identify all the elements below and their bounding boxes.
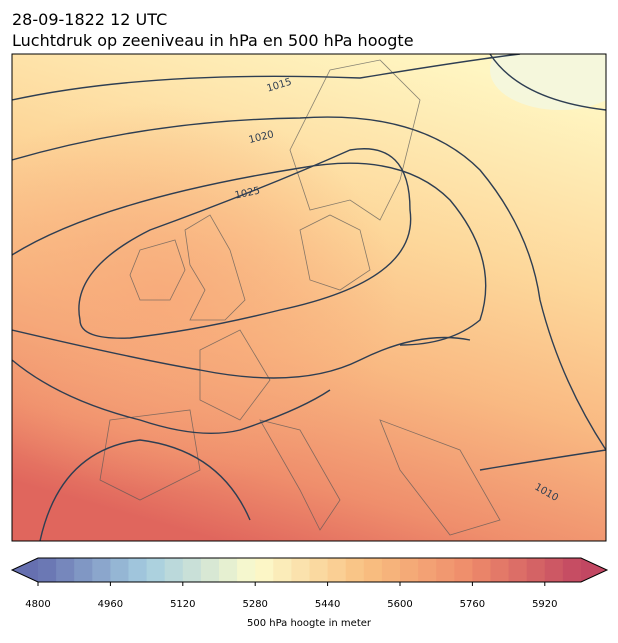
- colorbar-segment: [38, 558, 57, 582]
- colorbar-segment: [472, 558, 491, 582]
- colorbar-segment: [562, 558, 582, 582]
- colorbar-segment: [291, 558, 310, 582]
- colorbar-tick-label: 5440: [315, 599, 340, 610]
- isobar-label: 1025: [234, 186, 261, 202]
- colorbar-tick-label: 4960: [98, 599, 123, 610]
- colorbar-segment: [418, 558, 437, 582]
- colorbar-tick-label: 4800: [25, 599, 50, 610]
- colorbar-segment: [164, 558, 184, 582]
- date: 28-09-1822 12 UTC: [12, 10, 167, 29]
- colorbar-segment: [327, 558, 347, 582]
- colorbar-segment: [110, 558, 129, 582]
- colorbar-segment: [381, 558, 401, 582]
- colorbar-extend-low: [12, 558, 38, 582]
- colorbar-tick-label: 5120: [170, 599, 195, 610]
- colorbar-tick-label: 5600: [387, 599, 412, 610]
- colorbar-segment: [56, 558, 75, 582]
- colorbar-label: 500 hPa hoogte in meter: [247, 618, 372, 629]
- colorbar-segment: [200, 558, 220, 582]
- colorbar-tick-label: 5760: [460, 599, 485, 610]
- colorbar-segment: [237, 558, 256, 582]
- colorbar-segment: [182, 558, 202, 582]
- colorbar-segment: [255, 558, 274, 582]
- colorbar-segment: [526, 558, 546, 582]
- colorbar-segment: [273, 558, 292, 582]
- title: Luchtdruk op zeeniveau in hPa en 500 hPa…: [12, 31, 414, 50]
- colorbar-tick-label: 5920: [532, 599, 557, 610]
- colorbar-segment: [490, 558, 510, 582]
- map: [12, 54, 606, 541]
- map-frame: [11, 53, 607, 542]
- colorbar-tick-label: 5280: [242, 599, 267, 610]
- colorbar-extend-high: [581, 558, 607, 582]
- colorbar-segment: [436, 558, 455, 582]
- colorbar-segment: [219, 558, 238, 582]
- colorbar-segment: [128, 558, 148, 582]
- colorbar-segment: [309, 558, 329, 582]
- colorbar-segment: [74, 558, 93, 582]
- colorbar-segment: [400, 558, 419, 582]
- colorbar-segment: [363, 558, 383, 582]
- colorbar-segment: [544, 558, 564, 582]
- colorbar-segment: [454, 558, 473, 582]
- colorbar-segment: [508, 558, 528, 582]
- colorbar-segment: [345, 558, 365, 582]
- colorbar-segment: [146, 558, 166, 582]
- colorbar-segment: [92, 558, 111, 582]
- colorbar-frame: [10, 557, 609, 583]
